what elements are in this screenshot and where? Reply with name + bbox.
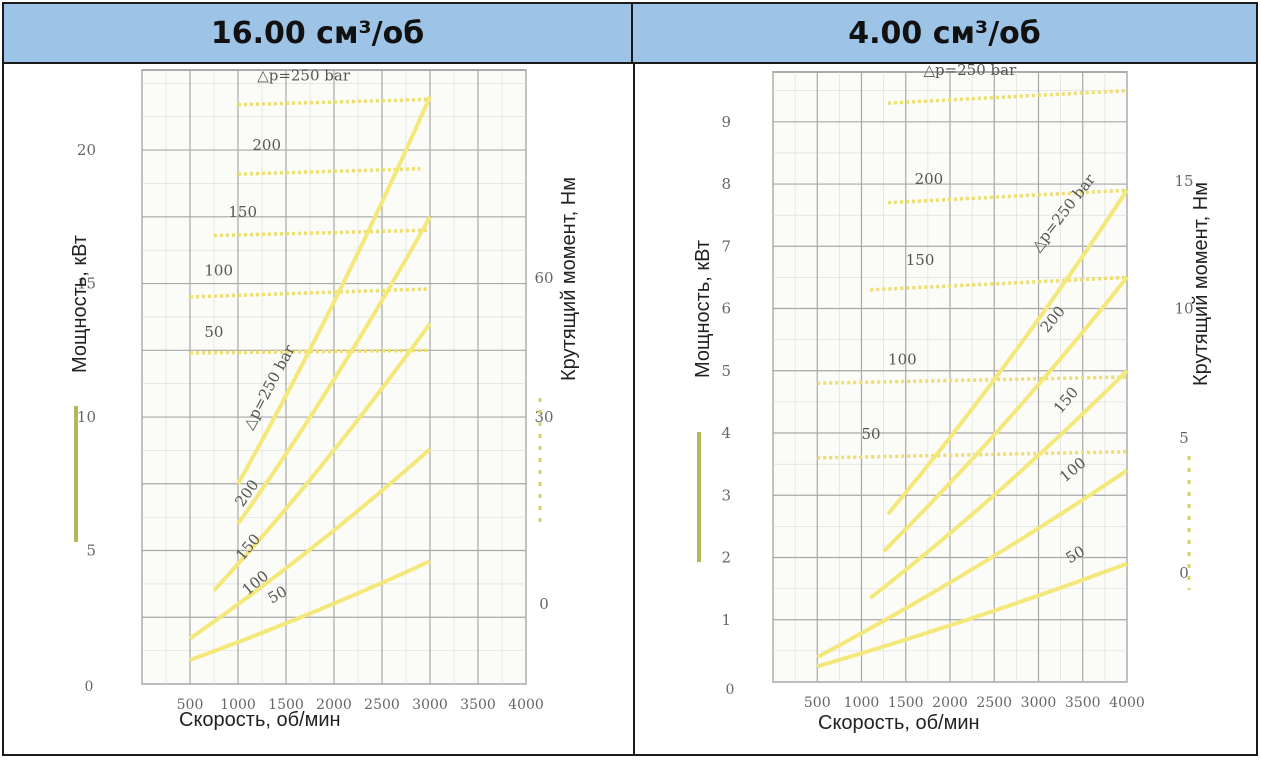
- x-origin-label: 0: [85, 679, 94, 695]
- y-axis-label: Мощность, кВт: [692, 240, 714, 378]
- torque-line-label: 100: [888, 351, 917, 369]
- x-tick-label: 3500: [1065, 695, 1101, 711]
- y-tick-label: 15: [77, 275, 96, 293]
- x-tick-label: 2500: [364, 697, 400, 713]
- y-axis-label: Мощность, кВт: [69, 235, 91, 373]
- y2-tick-label: 5: [1179, 429, 1189, 447]
- y2-axis-label: Крутящий момент, Нм: [1190, 182, 1212, 386]
- torque-line-label: △p=250 bar: [923, 64, 1017, 79]
- x-tick-label: 1500: [268, 697, 304, 713]
- x-origin-label: 0: [726, 682, 735, 698]
- y2-tick-label: 60: [534, 269, 553, 287]
- y-tick-label: 7: [721, 237, 731, 255]
- x-axis-label: Скорость, об/мин: [818, 712, 980, 734]
- x-tick-label: 500: [177, 697, 204, 713]
- torque-line: [237, 167, 421, 176]
- power-line: [816, 468, 1129, 659]
- y2-tick-label: 10: [1174, 300, 1193, 318]
- y-tick-label: 1: [721, 611, 731, 629]
- y-tick-label: 6: [721, 300, 731, 318]
- x-tick-label: 500: [804, 695, 831, 711]
- power-line: [869, 369, 1129, 600]
- header-right-label: 4.00 см³/об: [848, 15, 1041, 51]
- y2-tick-label: 30: [534, 408, 553, 426]
- header-left: 16.00 см³/об: [4, 4, 633, 64]
- y-tick-label: 9: [721, 113, 731, 131]
- y-tick-label: 3: [721, 486, 731, 504]
- torque-line-label: 100: [204, 262, 233, 280]
- torque-line: [887, 88, 1128, 105]
- power-line: [882, 276, 1129, 553]
- header-left-label: 16.00 см³/об: [210, 15, 425, 51]
- header-right: 4.00 см³/об: [633, 4, 1256, 64]
- x-tick-label: 2000: [316, 697, 352, 713]
- column-divider: [633, 62, 635, 754]
- y-tick-label: 5: [86, 542, 96, 560]
- y-tick-label: 5: [721, 362, 731, 380]
- power-line: [816, 561, 1128, 669]
- torque-line-label: 50: [862, 425, 881, 443]
- x-axis-label: Скорость, об/мин: [179, 709, 341, 731]
- power-line: [189, 559, 431, 662]
- x-tick-label: 1500: [888, 695, 924, 711]
- y2-axis-label: Крутящий момент, Нм: [558, 177, 580, 381]
- torque-line-label: 50: [204, 323, 223, 341]
- y-tick-label: 2: [721, 549, 731, 567]
- y-tick-label: 4: [721, 424, 731, 442]
- x-tick-label: 1000: [844, 695, 880, 711]
- x-tick-label: 3500: [460, 697, 496, 713]
- torque-line: [817, 449, 1128, 460]
- torque-line: [887, 188, 1128, 205]
- power-line: [188, 447, 432, 641]
- y-tick-label: 20: [77, 141, 96, 159]
- x-tick-label: 2500: [976, 695, 1012, 711]
- torque-line: [237, 97, 431, 107]
- torque-line: [213, 228, 431, 238]
- x-tick-label: 3000: [1021, 695, 1057, 711]
- power-line: [886, 189, 1129, 516]
- y2-tick-label: 15: [1174, 172, 1193, 190]
- torque-line-label: 150: [228, 203, 257, 221]
- torque-line: [870, 275, 1128, 292]
- x-tick-label: 4000: [1109, 695, 1145, 711]
- power-line: [236, 95, 432, 485]
- x-tick-label: 2000: [932, 695, 968, 711]
- x-tick-label: 1000: [220, 697, 256, 713]
- torque-line-label: 200: [252, 136, 281, 154]
- torque-line-label: △p=250 bar: [257, 67, 351, 85]
- y2-tick-label: 0: [539, 595, 549, 613]
- y-tick-label: 8: [721, 175, 731, 193]
- x-tick-label: 4000: [508, 697, 544, 713]
- x-tick-label: 3000: [412, 697, 448, 713]
- torque-line-label: 150: [906, 251, 935, 269]
- power-line: [212, 322, 432, 592]
- power-line: [236, 215, 432, 525]
- torque-line: [817, 375, 1128, 385]
- y2-tick-label: 0: [1179, 564, 1189, 582]
- torque-line-label: 200: [915, 170, 944, 188]
- y-tick-label: 10: [77, 408, 96, 426]
